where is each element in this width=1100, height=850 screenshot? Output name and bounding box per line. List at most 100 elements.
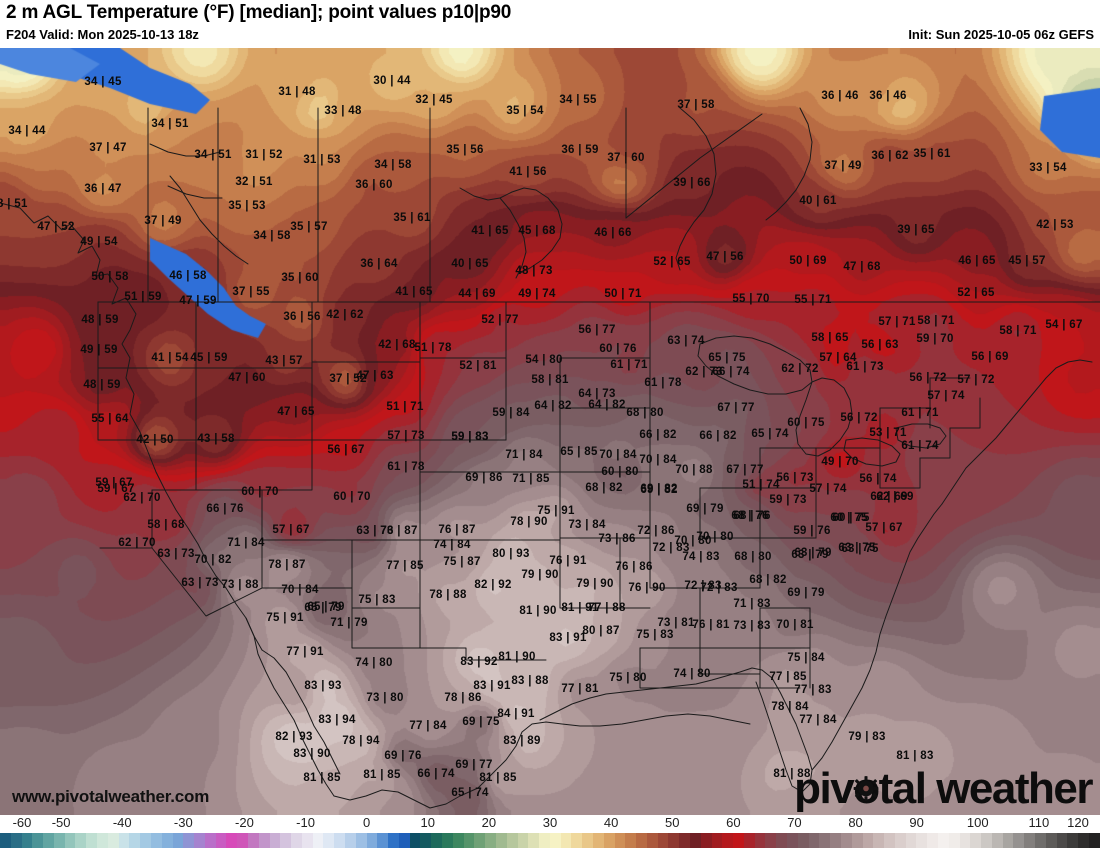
point-value-label: 84 | 91 bbox=[497, 708, 535, 720]
colorbar-tick: 70 bbox=[787, 815, 802, 830]
point-value-label: 36 | 47 bbox=[84, 183, 122, 195]
temperature-map[interactable]: 34 | 45 34 | 44 37 | 47 34 | 51 36 | 47 48 | … bbox=[0, 48, 1100, 815]
temperature-colorbar[interactable]: -60 -50 -40 -30 -20 -10 0 10 20 30 40 50 60 70 80 90 100… bbox=[0, 815, 1100, 850]
colorbar-tick: 10 bbox=[420, 815, 435, 830]
point-value-label: 37 | 49 bbox=[144, 215, 182, 227]
colorbar-segment bbox=[355, 833, 367, 848]
point-value-label: 57 | 74 bbox=[927, 390, 965, 402]
point-value-label: 57 | 71 bbox=[878, 316, 916, 328]
colorbar-tick: 50 bbox=[664, 815, 680, 830]
point-value-label: 37 | 47 bbox=[89, 142, 127, 154]
colorbar-segment bbox=[237, 833, 248, 848]
point-value-label: 58 | 71 bbox=[999, 325, 1037, 337]
page-title: 2 m AGL Temperature (°F) [median]; point… bbox=[6, 2, 512, 23]
point-value-label: 55 | 64 bbox=[91, 413, 129, 425]
colorbar-tick: 0 bbox=[363, 815, 371, 830]
colorbar-tick: -20 bbox=[235, 815, 254, 830]
point-value-label: 41 | 65 bbox=[471, 225, 509, 237]
point-value-label: 76 | 81 bbox=[692, 619, 730, 631]
point-value-label: 54 | 67 bbox=[1045, 319, 1083, 331]
point-value-label: 56 | 72 bbox=[840, 412, 878, 424]
point-value-label: 68 | 82 bbox=[749, 574, 787, 586]
point-value-label: 34 | 58 bbox=[253, 230, 291, 242]
point-value-label: 77 | 84 bbox=[409, 720, 447, 732]
point-value-label: 52 | 77 bbox=[481, 314, 519, 326]
point-value-label: 75 | 83 bbox=[358, 594, 396, 606]
colorbar-segment bbox=[247, 833, 259, 848]
point-value-label: 35 | 54 bbox=[506, 105, 544, 117]
colorbar-segment bbox=[280, 833, 292, 848]
colorbar-segment bbox=[86, 833, 98, 848]
point-value-label: 58 | 68 bbox=[147, 519, 185, 531]
point-value-label: 74 | 80 bbox=[673, 668, 711, 680]
point-value-label: 33 | 48 bbox=[324, 105, 362, 117]
point-value-label: 65 | 75 bbox=[708, 352, 746, 364]
colorbar-segment bbox=[485, 833, 496, 848]
point-value-label: 76 | 87 bbox=[380, 525, 418, 537]
point-value-label: 36 | 60 bbox=[355, 179, 393, 191]
point-value-label: 83 | 93 bbox=[304, 680, 342, 692]
point-value-label: 56 | 73 bbox=[776, 472, 814, 484]
point-value-label: 56 | 77 bbox=[578, 324, 616, 336]
colorbar-segment bbox=[258, 833, 270, 848]
gear-icon: o bbox=[853, 767, 880, 811]
point-value-label: 73 | 88 bbox=[221, 579, 259, 591]
point-value-label: 70 | 84 bbox=[281, 584, 319, 596]
colorbar-segment bbox=[64, 833, 76, 848]
colorbar-segment bbox=[118, 833, 130, 848]
point-value-label: 67 | 77 bbox=[726, 464, 764, 476]
colorbar-segment bbox=[366, 833, 378, 848]
point-value-label: 64 | 82 bbox=[588, 399, 626, 411]
point-value-label: 69 | 86 bbox=[465, 472, 503, 484]
colorbar-segment bbox=[377, 833, 389, 848]
point-value-label: 31 | 52 bbox=[245, 149, 283, 161]
point-value-label: 69 | 75 bbox=[462, 716, 500, 728]
point-value-label: 47 | 65 bbox=[277, 406, 315, 418]
colorbar-segment bbox=[323, 833, 335, 848]
point-value-label: 69 | 77 bbox=[455, 759, 493, 771]
colorbar-segment bbox=[388, 833, 399, 848]
colorbar-segment bbox=[905, 833, 917, 848]
point-value-label: 70 | 82 bbox=[194, 554, 232, 566]
colorbar-segment bbox=[183, 833, 195, 848]
point-value-label: 73 | 86 bbox=[598, 533, 636, 545]
point-value-label: 60 | 75 bbox=[787, 417, 825, 429]
point-value-label: 34 | 45 bbox=[84, 76, 122, 88]
point-value-label: 70 | 84 bbox=[599, 449, 637, 461]
point-value-label: 69 | 82 bbox=[640, 484, 678, 496]
point-value-label: 45 | 57 bbox=[1008, 255, 1046, 267]
point-value-label: 74 | 83 bbox=[682, 551, 720, 563]
point-value-label: 80 | 93 bbox=[492, 548, 530, 560]
colorbar-tick: -60 bbox=[12, 815, 32, 830]
point-value-label: 32 | 45 bbox=[415, 94, 453, 106]
point-value-label: 41 | 56 bbox=[509, 166, 547, 178]
point-value-label: 50 | 71 bbox=[604, 288, 642, 300]
point-value-label: 55 | 70 bbox=[732, 293, 770, 305]
point-value-label: 34 | 44 bbox=[8, 125, 46, 137]
colorbar-segment bbox=[0, 833, 11, 848]
point-value-label: 71 | 85 bbox=[512, 473, 550, 485]
colorbar-segment bbox=[1045, 833, 1057, 848]
point-value-label: 78 | 90 bbox=[510, 516, 548, 528]
point-value-label: 48 | 59 bbox=[81, 314, 119, 326]
colorbar-segment bbox=[334, 833, 345, 848]
point-value-label: 48 | 59 bbox=[83, 379, 121, 391]
colorbar-segment bbox=[690, 833, 701, 848]
point-value-label: 50 | 58 bbox=[91, 271, 129, 283]
colorbar-segment bbox=[765, 833, 777, 848]
colorbar-segment bbox=[970, 833, 982, 848]
point-value-label: 61 | 74 bbox=[901, 440, 939, 452]
point-value-label: 51 | 59 bbox=[124, 291, 162, 303]
point-value-label: 43 | 58 bbox=[197, 433, 235, 445]
point-value-label: 41 | 65 bbox=[395, 286, 433, 298]
point-value-label: 37 | 58 bbox=[677, 99, 715, 111]
colorbar-segment bbox=[32, 833, 44, 848]
colorbar-segment bbox=[733, 833, 744, 848]
point-value-label: 53 | 71 bbox=[869, 427, 907, 439]
point-value-label: 73 | 84 bbox=[568, 519, 606, 531]
colorbar-segment bbox=[851, 833, 863, 848]
point-value-label: 47 | 56 bbox=[706, 251, 744, 263]
colorbar-segment bbox=[776, 833, 788, 848]
point-value-label: 52 | 65 bbox=[957, 287, 995, 299]
